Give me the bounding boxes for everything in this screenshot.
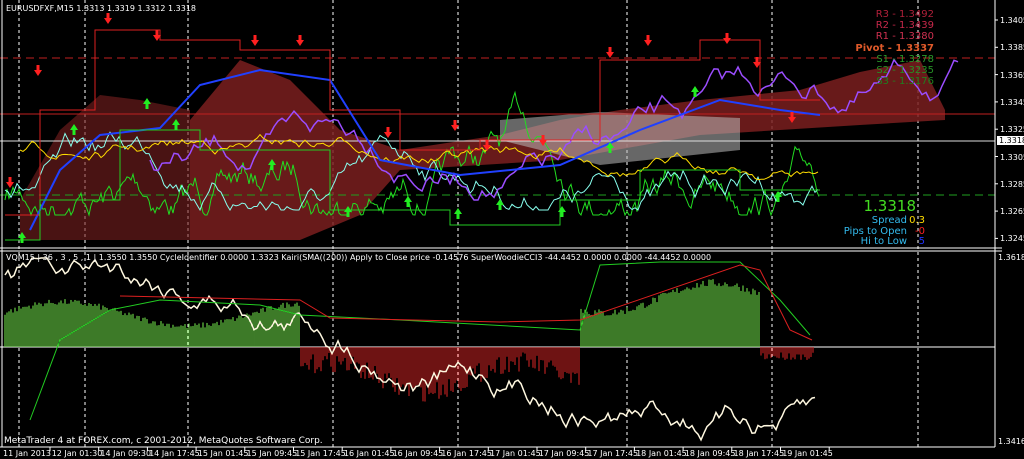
hi-to-low-label: Hi to Low — [860, 236, 907, 247]
price-axis-label: 1.3405 — [1000, 16, 1024, 25]
sell-arrow-icon — [104, 13, 112, 24]
sell-arrow-icon — [483, 140, 491, 151]
price-axis-label: 1.3325 — [1000, 125, 1024, 135]
pivot-level-label: S2 - 1.3235 — [876, 65, 934, 76]
sell-arrow-icon — [6, 177, 14, 188]
sell-arrow-icon — [384, 127, 392, 138]
indicator-histogram — [4, 279, 814, 402]
time-axis-label: 17 Jan 01:45 — [490, 449, 541, 458]
sell-arrow-icon — [539, 135, 547, 146]
time-axis-label: 16 Jan 01:45 — [343, 449, 395, 458]
buy-arrow-icon — [558, 206, 566, 217]
signal-line — [4, 131, 819, 212]
sell-arrow-icon — [788, 112, 796, 123]
buy-arrow-icon — [496, 199, 504, 210]
buy-arrow-icon — [18, 232, 26, 243]
indicator-lines — [4, 257, 816, 442]
pivot-level-label: R2 - 1.3439 — [875, 20, 934, 32]
time-axis-label: 18 Jan 09:45 — [684, 449, 736, 458]
buy-arrow-icon — [774, 191, 782, 202]
pivot-level-label: R1 - 1.3380 — [875, 31, 934, 43]
sell-arrow-icon — [723, 33, 731, 44]
signal-arrows — [6, 13, 796, 243]
sell-arrow-icon — [606, 47, 614, 58]
price-axis-label: 1.3245 — [1000, 234, 1024, 244]
sell-arrow-icon — [753, 57, 761, 68]
time-axis-label: 11 Jan 2013 — [3, 449, 51, 458]
moving-average-blue — [29, 68, 821, 231]
spread-label: Spread — [871, 215, 907, 226]
sell-arrow-icon — [644, 35, 652, 46]
pivot-level-label: R3 - 1.3492 — [875, 9, 934, 20]
donchian-upper — [5, 29, 820, 216]
chart-header: EURUSDFXF,M15 1.3313 1.3319 1.3312 1.331… — [6, 4, 197, 13]
spread-value: 0.3 — [909, 215, 925, 226]
pivot-level-label: S3 - 1.3176 — [876, 76, 934, 88]
price-axis-label: 1.3365 — [1000, 70, 1024, 80]
sell-arrow-icon — [34, 65, 42, 76]
time-axis-label: 17 Jan 17:45 — [587, 449, 639, 458]
buy-arrow-icon — [70, 124, 78, 135]
moving-average-yellow — [19, 133, 819, 181]
buy-arrow-icon — [344, 206, 352, 217]
sell-arrow-icon — [153, 30, 161, 41]
price-line — [4, 90, 820, 217]
time-axis-label: 18 Jan 17:45 — [733, 449, 785, 458]
time-axis-label: 19 Jan 01:45 — [782, 449, 833, 458]
copyright-text: MetaTrader 4 at FOREX.com, c 2001-2012, … — [4, 436, 323, 446]
time-axis-label: 14 Jan 17:45 — [149, 449, 200, 458]
buy-arrow-icon — [606, 142, 614, 153]
price-axis-label: 1.3345 — [1000, 97, 1024, 107]
time-axis-label: 15 Jan 09:45 — [246, 449, 298, 458]
cloud-bearish-left — [20, 95, 190, 240]
ichimoku-line — [149, 58, 959, 201]
sell-arrow-icon — [451, 120, 459, 131]
time-axis-label: 16 Jan 17:45 — [441, 449, 492, 458]
kairi-line — [4, 257, 816, 442]
time-axis-label: 16 Jan 09:45 — [392, 449, 444, 458]
indicator-axis-bottom: 1.3416 — [998, 437, 1024, 446]
time-axis-label: 12 Jan 01:30 — [51, 449, 103, 458]
ichimoku-cloud — [20, 60, 945, 240]
price-axis-label: 1.3265 — [1000, 207, 1024, 217]
donchian-lower — [5, 129, 820, 241]
sell-arrow-icon — [251, 35, 259, 46]
hi-to-low-value: 5 — [918, 236, 925, 247]
buy-arrow-icon — [172, 119, 180, 130]
price-axis-label: 1.3385 — [1000, 43, 1024, 53]
time-axis-label: 18 Jan 01:45 — [636, 449, 687, 458]
buy-arrow-icon — [143, 98, 151, 109]
time-axis-label: 15 Jan 01:45 — [197, 449, 249, 458]
current-price-tag: 1.3318 — [997, 136, 1024, 145]
price-axis-label: 1.3305 — [1000, 152, 1024, 162]
pips-to-open-label: Pips to Open — [843, 226, 907, 237]
price-axis-label: 1.3285 — [1000, 179, 1024, 189]
time-axis-label: 15 Jan 17:45 — [295, 449, 346, 458]
cci-line — [119, 264, 813, 341]
indicator-axis-top: 1.3618 — [998, 253, 1024, 262]
buy-arrow-icon — [268, 159, 276, 170]
current-price-large: 1.3318 — [863, 197, 917, 215]
buy-arrow-icon — [454, 208, 462, 219]
pivot-level-label: S1 - 1.3278 — [876, 53, 934, 65]
sell-arrow-icon — [296, 35, 304, 46]
buy-arrow-icon — [691, 86, 699, 97]
pivot-level-label: Pivot - 1.3337 — [855, 42, 934, 54]
time-axis-label: 17 Jan 09:45 — [538, 449, 590, 458]
pips-to-open-value: -0 — [915, 226, 925, 237]
time-axis-label: 14 Jan 09:30 — [100, 449, 152, 458]
price-lines — [4, 29, 959, 241]
time-axis-ticks — [49, 19, 998, 451]
indicator-header: VQM15 | 36 , 3 , 5 , 1 | 1.3550 1.3550 C… — [6, 253, 712, 262]
buy-arrow-icon — [404, 196, 412, 207]
